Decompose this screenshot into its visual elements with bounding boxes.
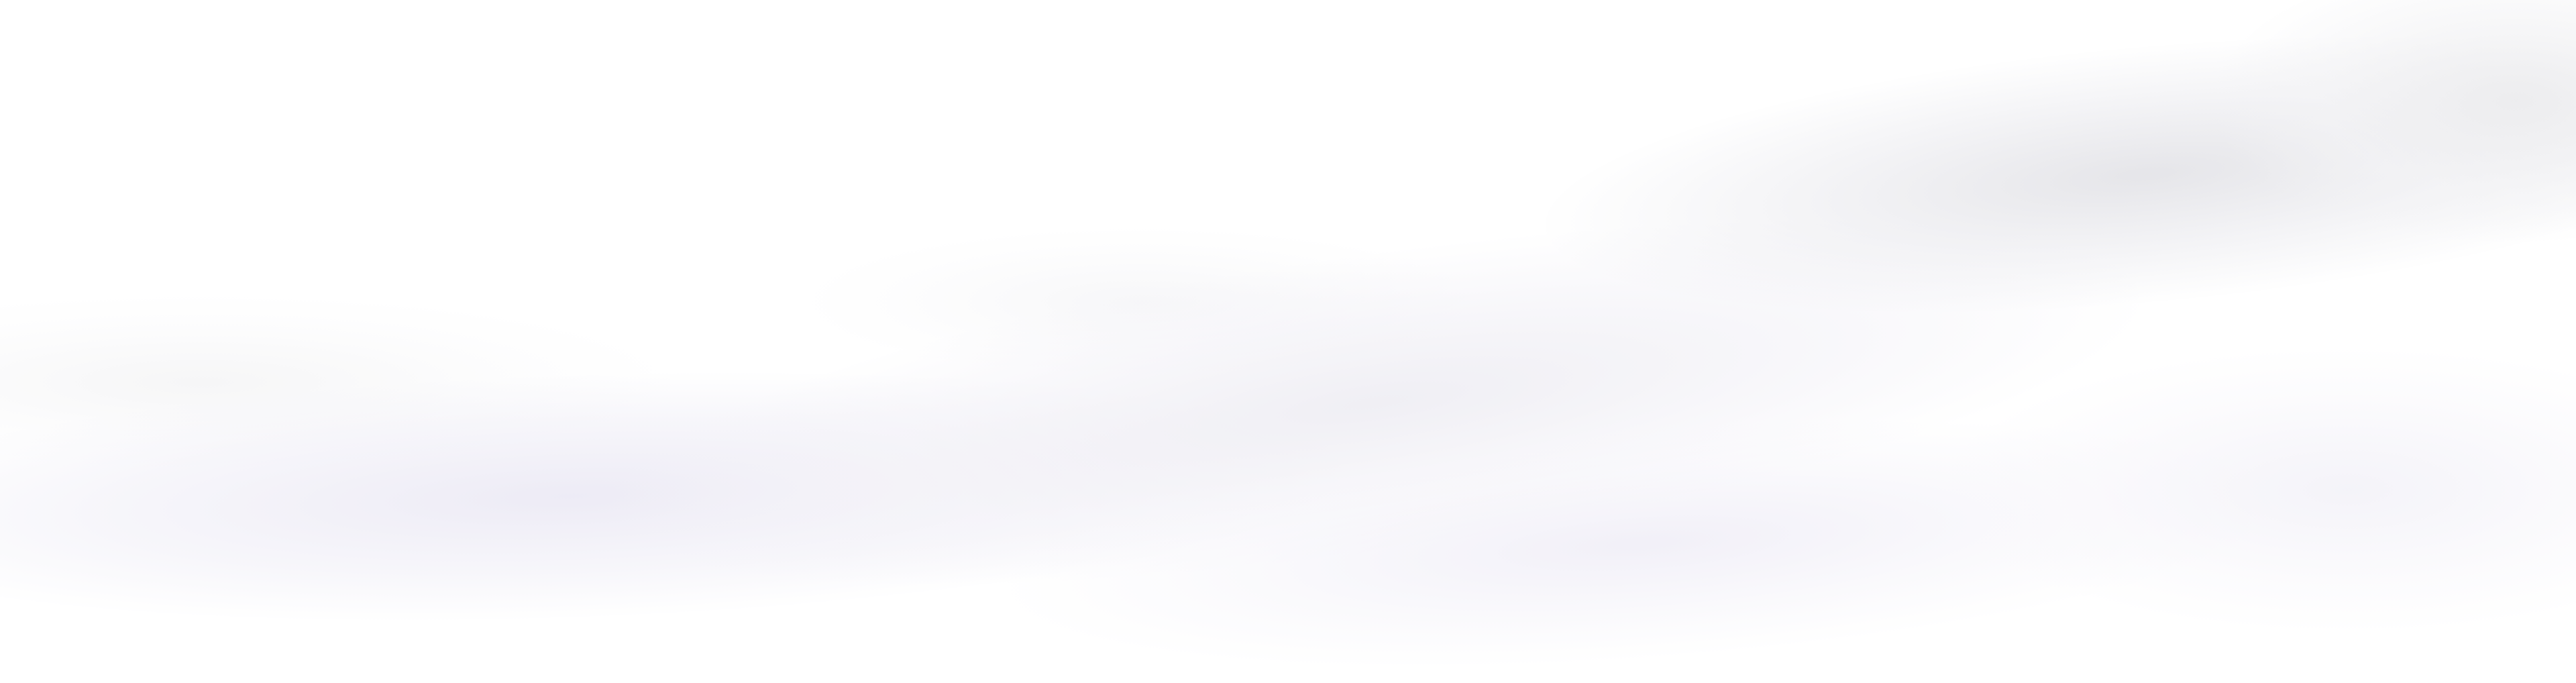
blur-smudge-lower-right — [1945, 349, 2576, 631]
